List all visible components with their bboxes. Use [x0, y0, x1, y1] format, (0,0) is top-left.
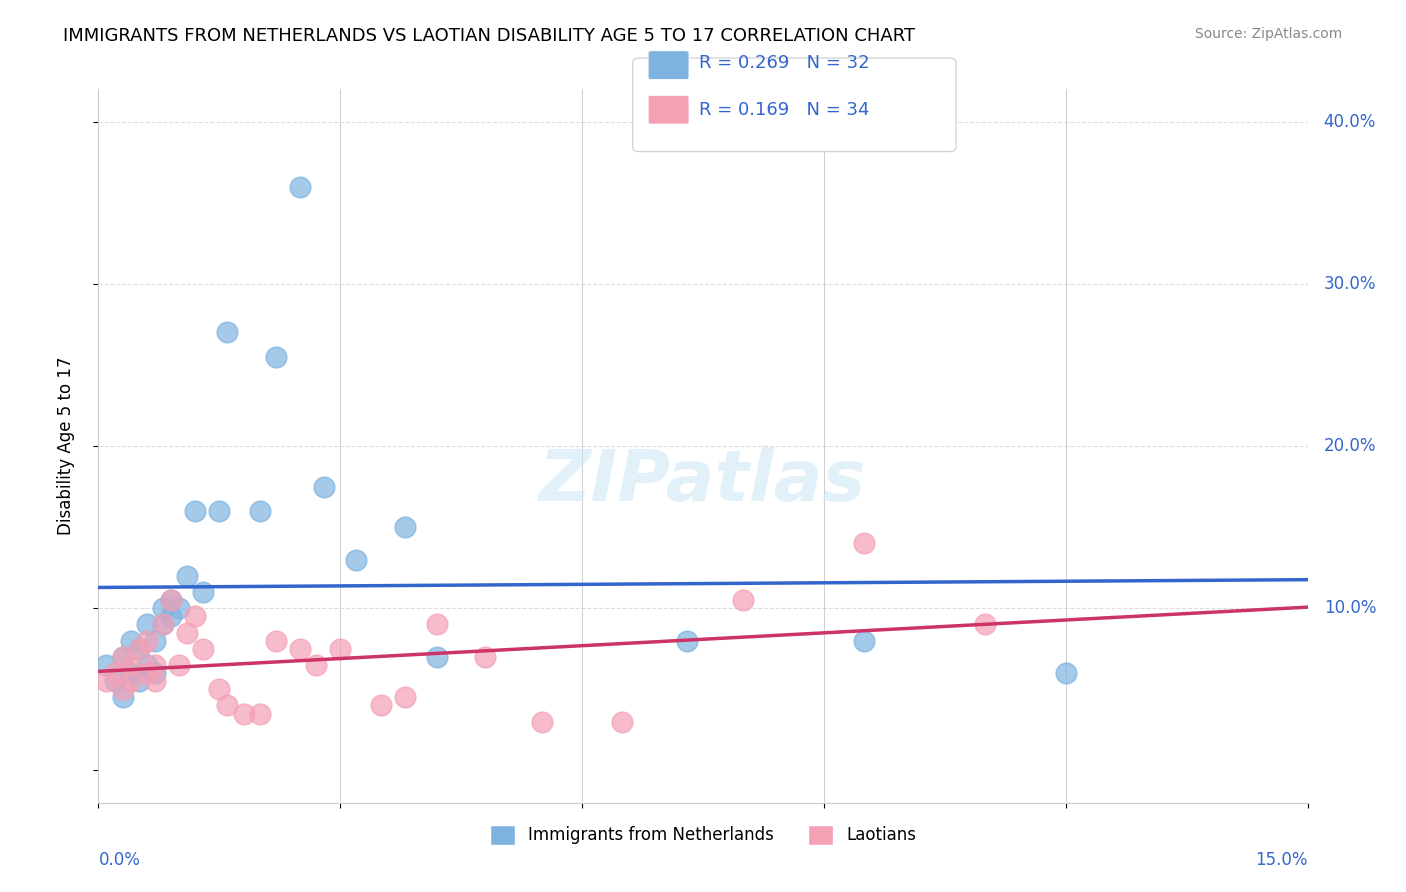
Point	[217, 698, 239, 713]
Point	[152, 601, 174, 615]
Point	[264, 633, 287, 648]
Y-axis label: Disability Age 5 to 17: Disability Age 5 to 17	[56, 357, 75, 535]
Point	[974, 617, 997, 632]
Point	[288, 179, 311, 194]
Point	[249, 504, 271, 518]
Point	[143, 666, 166, 681]
Point	[120, 633, 142, 648]
Point	[135, 633, 157, 648]
Point	[288, 641, 311, 656]
Text: Source: ZipAtlas.com: Source: ZipAtlas.com	[1195, 27, 1343, 41]
Point	[1054, 666, 1077, 681]
Point	[208, 682, 231, 697]
Point	[103, 666, 125, 681]
Point	[426, 617, 449, 632]
Point	[120, 666, 142, 681]
Point	[474, 649, 496, 664]
Point	[344, 552, 367, 566]
Point	[111, 649, 134, 664]
Point	[394, 690, 416, 705]
Point	[160, 609, 183, 624]
Point	[305, 657, 328, 672]
Point	[111, 682, 134, 697]
Point	[143, 674, 166, 689]
Point	[135, 617, 157, 632]
Point	[184, 504, 207, 518]
Point	[208, 504, 231, 518]
Point	[370, 698, 392, 713]
Point	[394, 520, 416, 534]
Point	[329, 641, 352, 656]
Point	[184, 609, 207, 624]
Text: ZIPatlas: ZIPatlas	[540, 447, 866, 516]
Text: R = 0.269   N = 32: R = 0.269 N = 32	[699, 54, 869, 72]
Point	[193, 641, 215, 656]
Point	[314, 479, 336, 493]
Text: 30.0%: 30.0%	[1323, 275, 1376, 293]
Point	[612, 714, 634, 729]
Point	[128, 674, 150, 689]
Text: 20.0%: 20.0%	[1323, 437, 1376, 455]
Point	[111, 690, 134, 705]
Point	[96, 657, 118, 672]
Point	[152, 617, 174, 632]
Point	[264, 350, 287, 364]
Point	[143, 633, 166, 648]
Point	[120, 657, 142, 672]
Point	[733, 593, 755, 607]
Point	[853, 536, 876, 550]
Point	[217, 326, 239, 340]
Point	[120, 674, 142, 689]
Text: R = 0.169   N = 34: R = 0.169 N = 34	[699, 101, 869, 119]
Point	[176, 625, 198, 640]
Point	[143, 657, 166, 672]
Point	[152, 617, 174, 632]
Point	[232, 706, 254, 721]
Point	[160, 593, 183, 607]
Point	[111, 649, 134, 664]
Text: 0.0%: 0.0%	[98, 852, 141, 870]
Point	[128, 641, 150, 656]
Point	[193, 585, 215, 599]
Legend: Immigrants from Netherlands, Laotians: Immigrants from Netherlands, Laotians	[484, 818, 922, 852]
Point	[249, 706, 271, 721]
Point	[135, 666, 157, 681]
Text: 40.0%: 40.0%	[1323, 112, 1376, 130]
Text: 10.0%: 10.0%	[1323, 599, 1376, 617]
Point	[530, 714, 553, 729]
Point	[96, 674, 118, 689]
Point	[676, 633, 699, 648]
Text: 15.0%: 15.0%	[1256, 852, 1308, 870]
Point	[853, 633, 876, 648]
Point	[167, 601, 190, 615]
Point	[135, 657, 157, 672]
Point	[426, 649, 449, 664]
Point	[176, 568, 198, 582]
Text: IMMIGRANTS FROM NETHERLANDS VS LAOTIAN DISABILITY AGE 5 TO 17 CORRELATION CHART: IMMIGRANTS FROM NETHERLANDS VS LAOTIAN D…	[63, 27, 915, 45]
Point	[103, 674, 125, 689]
Point	[128, 641, 150, 656]
Point	[160, 593, 183, 607]
Point	[167, 657, 190, 672]
